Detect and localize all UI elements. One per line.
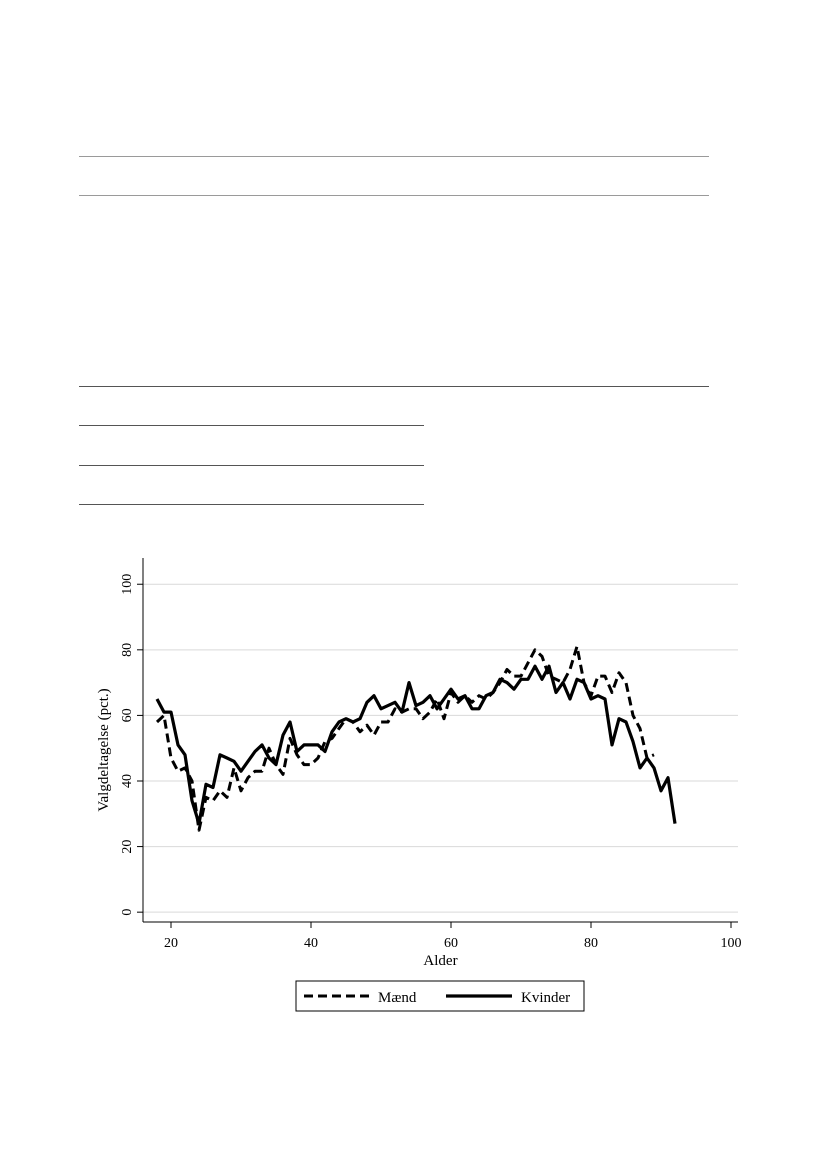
series-line-maend: [155, 645, 655, 832]
rule-top-1: [79, 156, 709, 157]
rule-top-2: [79, 195, 709, 196]
y-tick-label-100: 100: [120, 574, 135, 595]
x-tick-label-60: 60: [444, 936, 458, 951]
legend: Mænd Kvinder: [295, 980, 585, 1012]
grid-lines: [143, 583, 738, 913]
rule-table-2: [79, 425, 424, 426]
rule-table-4: [79, 504, 424, 505]
x-tick-label-80: 80: [584, 936, 598, 951]
y-tick-label-0: 0: [120, 909, 135, 916]
series-line-kvinder: [155, 664, 677, 826]
y-tick-label-80: 80: [120, 643, 135, 657]
legend-label-maend: Mænd: [378, 990, 417, 1006]
x-axis-title: Alder: [423, 953, 457, 969]
x-tick-label-20: 20: [164, 936, 178, 951]
y-tick-label-60: 60: [120, 708, 135, 722]
x-tick-label-100: 100: [721, 936, 742, 951]
rule-table-1: [79, 386, 709, 387]
y-tick-label-20: 20: [120, 840, 135, 854]
legend-label-kvinder: Kvinder: [521, 990, 570, 1006]
series-lines: [155, 645, 677, 832]
rule-table-3: [79, 465, 424, 466]
x-tick-label-40: 40: [304, 936, 318, 951]
y-axis-title: Valgdeltagelse (pct.): [96, 688, 112, 811]
legend-box: [295, 980, 585, 1012]
axes: 0 20 40 60 80 100 20 40 60 80 100: [120, 558, 742, 951]
y-tick-label-40: 40: [120, 774, 135, 788]
